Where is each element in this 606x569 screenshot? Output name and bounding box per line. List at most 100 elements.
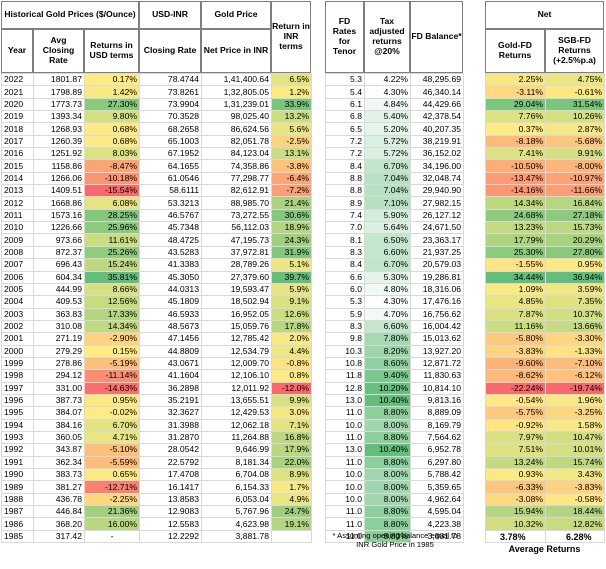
cell-spacer: [463, 369, 486, 383]
cell-returns-inr: 17.8%: [271, 319, 312, 334]
cell-sgb-fd-returns: 12.82%: [545, 517, 605, 531]
cell-year: 2005: [1, 282, 34, 297]
cell-spacer: [311, 147, 326, 160]
table-row: 1997 331.00 -14.63% 36.2898 12,011.92 -12.0% 1…: [1, 381, 605, 395]
cell-fd-balance: 38,219.91: [410, 134, 464, 149]
cell-spacer: [311, 258, 326, 271]
cell-avg-closing-rate: 409.53: [33, 295, 85, 309]
cell-net-price-inr: 12,429.53: [201, 406, 272, 420]
cell-spacer: [311, 308, 326, 321]
cell-returns-inr: 24.3%: [271, 233, 312, 247]
cell-returns-usd: 0.95%: [84, 393, 140, 408]
cell-fd-rate: 8.3: [325, 319, 365, 334]
cell-returns-inr: 24.7%: [271, 505, 312, 519]
cell-returns-inr: 5.9%: [271, 282, 312, 297]
cell-tax-adjusted: 8.80%: [364, 505, 411, 519]
cell-fd-balance: 16,756.62: [410, 307, 464, 321]
cell-spacer: [463, 320, 486, 333]
cell-sgb-fd-returns: -10.97%: [545, 171, 605, 186]
cell-avg-closing-rate: 317.42: [33, 529, 85, 544]
table-row: 1992 343.87 -5.10% 28.0542 9,646.99 17.9% 13.0…: [1, 443, 605, 457]
cell-usd-inr-rate: 13.8583: [139, 492, 202, 507]
cell-gold-fd-returns: 7.76%: [485, 110, 546, 124]
cell-avg-closing-rate: 1268.93: [33, 122, 85, 136]
table-row: 2018 1268.93 0.68% 68.2658 86,624.56 5.6% 6.5 5…: [1, 122, 605, 136]
cell-returns-inr: -3.8%: [271, 159, 312, 173]
cell-returns-inr: 1.2%: [271, 85, 312, 99]
cell-spacer: [463, 456, 486, 469]
table-row: 2016 1251.92 8.03% 67.1952 84,123.04 13.1% 7.2…: [1, 147, 605, 161]
cell-year: 1987: [1, 505, 34, 519]
cell-avg-closing-rate: 387.73: [33, 393, 85, 408]
cell-spacer: [463, 419, 486, 432]
cell-avg-closing-rate: 360.05: [33, 430, 85, 445]
cell-returns-inr: 3.0%: [271, 406, 312, 420]
table-row: 2019 1393.34 9.80% 70.3528 98,025.40 13.2% 6.8…: [1, 110, 605, 124]
cell-gold-fd-returns: 0.93%: [485, 467, 546, 482]
cell-avg-closing-rate: 278.86: [33, 356, 85, 371]
cell-sgb-fd-returns: 18.44%: [545, 505, 605, 519]
cell-spacer: [463, 332, 486, 346]
cell-net-price-inr: 5,767.96: [201, 505, 272, 519]
cell-usd-inr-rate: 17.4708: [139, 467, 202, 482]
cell-spacer: [463, 283, 486, 296]
cell-spacer: [463, 530, 486, 543]
cell-spacer: [463, 443, 486, 457]
cell-tax-adjusted: 8.80%: [364, 529, 411, 544]
cell-year: 1997: [1, 381, 34, 395]
cell-tax-adjusted: 7.10%: [364, 196, 411, 210]
cell-spacer: [311, 135, 326, 148]
cell-fd-balance: 46,340.14: [410, 85, 464, 99]
cell-net-price-inr: 12,062.18: [201, 418, 272, 432]
table-row: 2006 604.34 35.81% 45.3050 27,379.60 39.7% 6.6…: [1, 270, 605, 284]
cell-spacer: [463, 480, 486, 494]
cell-returns-inr: 21.4%: [271, 196, 312, 210]
cell-fd-rate: 9.8: [325, 332, 365, 346]
cell-net-price-inr: 4,623.98: [201, 517, 272, 531]
cell-avg-closing-rate: 1260.39: [33, 134, 85, 149]
cell-spacer: [311, 73, 326, 86]
cell-sgb-fd-returns: 0.95%: [545, 258, 605, 272]
header-fd-rates: FD Rates for Tenor: [325, 1, 364, 73]
cell-avg-closing-rate: 1801.87: [33, 72, 85, 87]
cell-usd-inr-rate: 31.2870: [139, 430, 202, 445]
cell-net-price-inr: 73,272.55: [201, 208, 272, 223]
cell-sgb-fd-returns: -19.74%: [545, 381, 605, 395]
cell-returns-inr: 8.9%: [271, 467, 312, 482]
cell-sgb-fd-returns: 1.58%: [545, 418, 605, 432]
cell-avg-closing-rate: 1798.89: [33, 85, 85, 99]
cell-gold-fd-returns: 11.16%: [485, 319, 546, 334]
cell-sgb-fd-returns: 27.18%: [545, 208, 605, 223]
cell-spacer: [311, 209, 326, 222]
cell-net-price-inr: 3,881.78: [201, 529, 272, 544]
cell-fd-balance: 48,295.69: [410, 72, 464, 87]
table-row: 2011 1573.16 28.25% 46.5767 73,272.55 30.6% 7.…: [1, 208, 605, 223]
cell-year: 1985: [1, 529, 34, 544]
cell-usd-inr-rate: 45.7348: [139, 221, 202, 235]
cell-avg-closing-rate: 446.84: [33, 505, 85, 519]
cell-returns-inr: 6.5%: [271, 72, 312, 87]
cell-avg-closing-rate: 310.08: [33, 319, 85, 334]
cell-net-price-inr: 27,379.60: [201, 270, 272, 284]
cell-gold-fd-returns: -0.92%: [485, 418, 546, 432]
table-row: 2004 409.53 12.56% 45.1809 18,502.94 9.1% 5.3 4…: [1, 295, 605, 309]
cell-fd-rate: 7.2: [325, 147, 365, 161]
cell-returns-inr: 33.9%: [271, 97, 312, 112]
cell-fd-balance: 26,127.12: [410, 208, 464, 223]
cell-fd-balance: 34,196.00: [410, 159, 464, 173]
cell-avg-closing-rate: 271.19: [33, 332, 85, 346]
cell-usd-inr-rate: 44.8809: [139, 344, 202, 358]
cell-spacer: [311, 431, 326, 444]
cell-gold-fd-returns: 10.32%: [485, 517, 546, 531]
cell-fd-rate: 11.0: [325, 406, 365, 420]
cell-gold-fd-returns: -5.80%: [485, 332, 546, 346]
cell-spacer: [463, 159, 486, 173]
header-returns-usd: Returns in USD terms: [84, 29, 139, 73]
cell-net-price-inr: 86,624.56: [201, 122, 272, 136]
cell-sgb-fd-returns: -5.68%: [545, 134, 605, 149]
data-table: 2022 1801.87 0.17% 78.4744 1,41,400.64 6.5% 5.…: [1, 72, 605, 544]
cell-net-price-inr: 1,31,239.01: [201, 97, 272, 112]
cell-avg-closing-rate: 362.34: [33, 455, 85, 470]
cell-avg-closing-rate: 384.16: [33, 418, 85, 432]
cell-year: 1991: [1, 455, 34, 470]
